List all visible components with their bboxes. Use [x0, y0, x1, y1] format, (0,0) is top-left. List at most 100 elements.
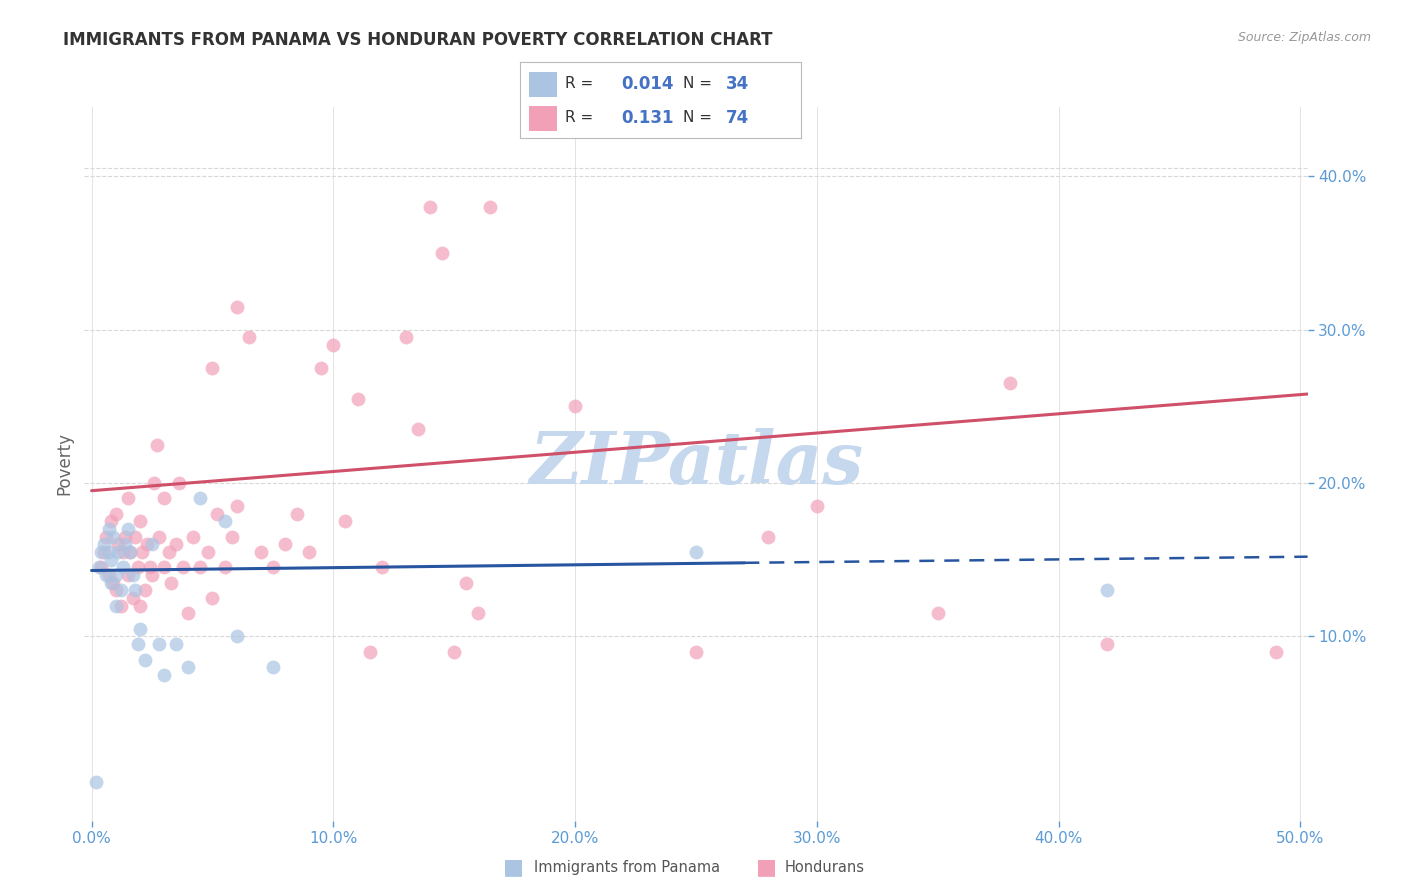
Point	[141, 537, 163, 551]
Text: N =: N =	[683, 111, 713, 125]
Point	[214, 515, 236, 529]
Point	[134, 652, 156, 666]
Bar	[529, 71, 557, 96]
Point	[124, 583, 146, 598]
Point	[685, 645, 707, 659]
Bar	[529, 105, 557, 130]
Point	[443, 645, 465, 659]
Point	[97, 545, 120, 559]
Point	[127, 637, 149, 651]
Point	[225, 300, 247, 314]
Point	[143, 476, 166, 491]
Point	[103, 530, 125, 544]
Point	[221, 530, 243, 544]
Point	[165, 537, 187, 551]
Point	[309, 360, 332, 375]
Text: ■: ■	[503, 857, 523, 877]
Point	[148, 530, 170, 544]
Point	[90, 545, 112, 559]
Text: 74: 74	[725, 109, 749, 127]
Text: ■: ■	[756, 857, 776, 877]
Point	[127, 560, 149, 574]
Point	[167, 476, 190, 491]
Point	[225, 499, 247, 513]
Point	[456, 575, 478, 590]
Point	[90, 560, 112, 574]
Point	[406, 422, 429, 436]
Point	[262, 660, 284, 674]
Point	[104, 507, 127, 521]
Point	[131, 545, 153, 559]
Point	[138, 560, 160, 574]
Point	[160, 575, 183, 590]
Text: IMMIGRANTS FROM PANAMA VS HONDURAN POVERTY CORRELATION CHART: IMMIGRANTS FROM PANAMA VS HONDURAN POVER…	[63, 31, 773, 49]
Point	[93, 545, 115, 559]
Point	[141, 568, 163, 582]
Point	[197, 545, 219, 559]
Point	[86, 775, 108, 789]
Point	[927, 607, 949, 621]
Point	[177, 607, 200, 621]
Point	[335, 515, 357, 529]
Point	[104, 599, 127, 613]
Text: Hondurans: Hondurans	[785, 860, 865, 874]
Point	[157, 545, 180, 559]
Point	[93, 537, 115, 551]
Point	[120, 545, 142, 559]
Point	[1000, 376, 1022, 391]
Point	[207, 507, 229, 521]
Point	[225, 630, 247, 644]
Point	[419, 200, 441, 214]
Point	[201, 591, 224, 606]
Point	[430, 245, 453, 260]
Point	[100, 553, 122, 567]
Point	[120, 545, 142, 559]
Point	[124, 530, 146, 544]
Text: 0.131: 0.131	[621, 109, 673, 127]
Text: 0.014: 0.014	[621, 75, 673, 93]
Point	[134, 583, 156, 598]
Point	[181, 530, 204, 544]
Text: R =: R =	[565, 76, 593, 91]
Point	[117, 568, 139, 582]
Point	[114, 530, 136, 544]
Point	[298, 545, 321, 559]
Point	[129, 515, 152, 529]
Point	[153, 668, 176, 682]
Point	[94, 530, 117, 544]
Point	[1095, 583, 1118, 598]
Point	[136, 537, 159, 551]
Text: ZIPatlas: ZIPatlas	[529, 428, 863, 500]
Point	[121, 568, 143, 582]
Point	[322, 338, 344, 352]
Point	[112, 560, 135, 574]
Point	[165, 637, 187, 651]
Point	[110, 583, 132, 598]
Point	[148, 637, 170, 651]
Point	[370, 560, 392, 574]
Point	[94, 568, 117, 582]
Point	[172, 560, 194, 574]
Point	[107, 537, 129, 551]
Point	[104, 568, 127, 582]
Point	[685, 545, 707, 559]
Text: Source: ZipAtlas.com: Source: ZipAtlas.com	[1237, 31, 1371, 45]
Point	[100, 515, 122, 529]
Point	[87, 560, 110, 574]
Point	[238, 330, 260, 344]
Text: N =: N =	[683, 76, 713, 91]
Point	[467, 607, 489, 621]
Point	[190, 560, 212, 574]
Point	[153, 491, 176, 506]
Point	[1265, 645, 1288, 659]
Point	[1095, 637, 1118, 651]
Point	[103, 575, 125, 590]
Text: Immigrants from Panama: Immigrants from Panama	[534, 860, 720, 874]
Point	[104, 583, 127, 598]
Text: R =: R =	[565, 111, 593, 125]
Point	[117, 491, 139, 506]
Point	[146, 437, 169, 451]
Point	[129, 599, 152, 613]
Point	[121, 591, 143, 606]
Point	[806, 499, 828, 513]
